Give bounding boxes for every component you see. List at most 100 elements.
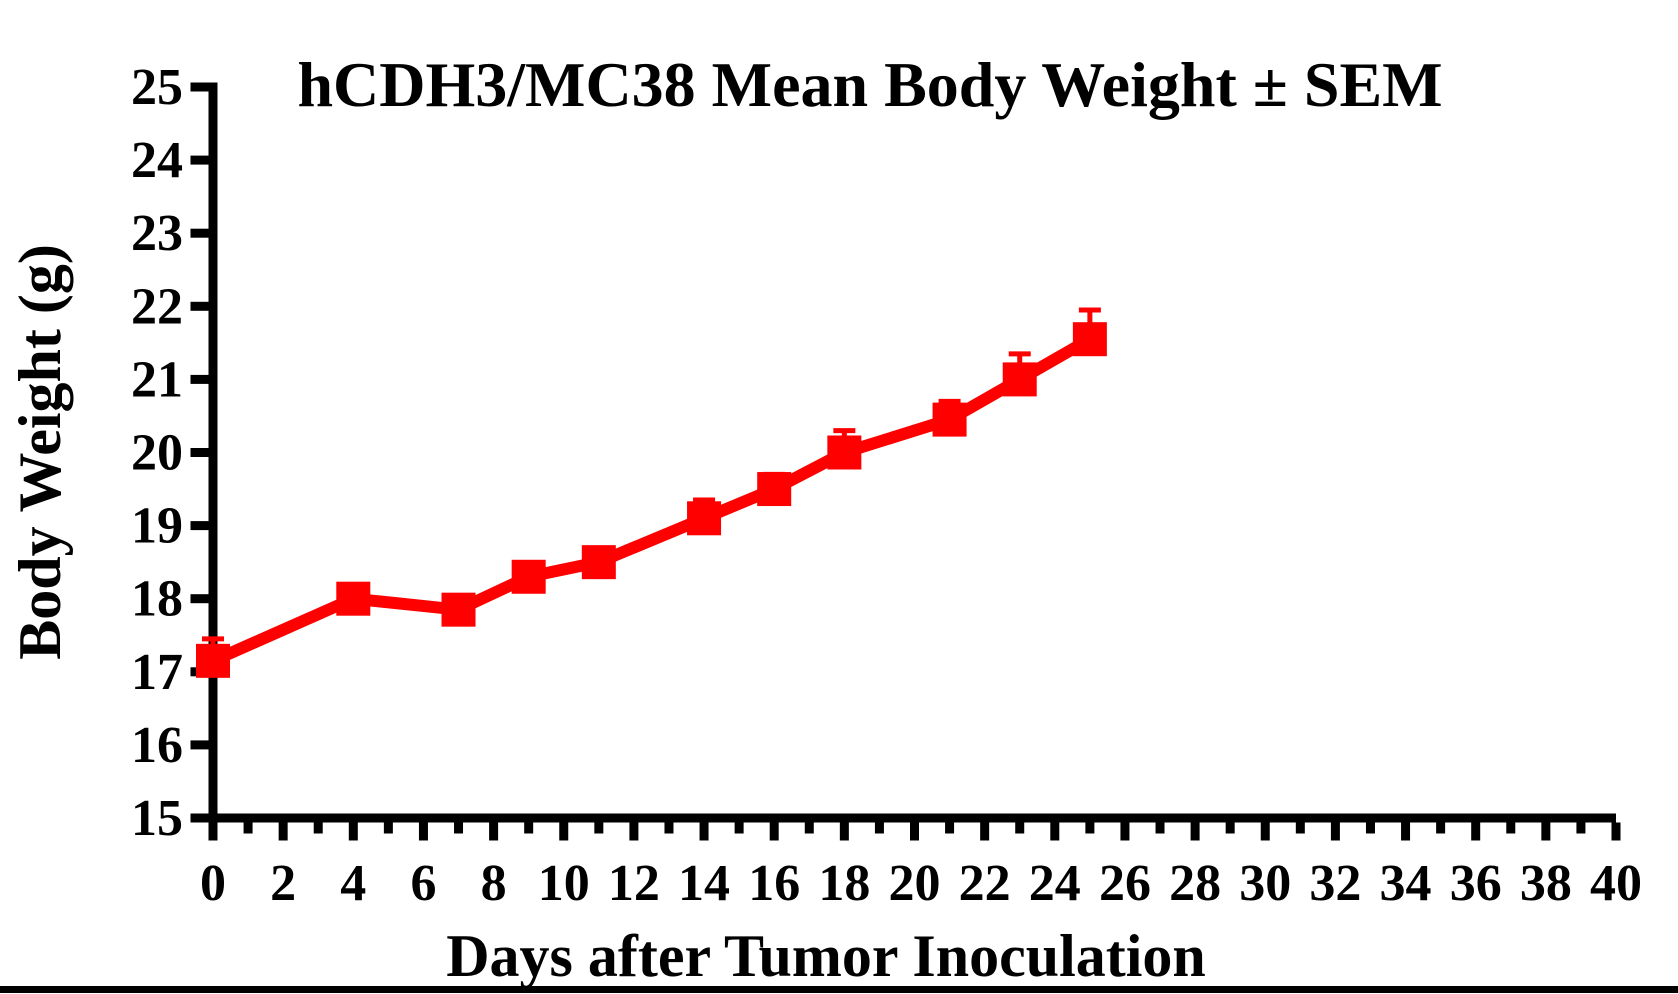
x-axis-minor-tick [594, 822, 604, 834]
data-point-marker [581, 545, 616, 580]
data-series [196, 307, 1107, 678]
x-axis-tick [1050, 822, 1060, 841]
x-axis-tick-label: 16 [748, 855, 800, 912]
x-axis-minor-tick [1225, 822, 1235, 834]
x-axis-tick-label: 4 [340, 855, 366, 912]
x-axis-tick [629, 822, 639, 841]
x-axis-tick-label: 36 [1450, 855, 1502, 912]
y-axis-tick [190, 82, 209, 92]
x-axis-tick [769, 822, 779, 841]
x-axis-tick [1260, 822, 1270, 841]
chart-title: hCDH3/MC38 Mean Body Weight ± SEM [297, 49, 1442, 120]
y-axis-tick-label: 18 [131, 571, 183, 628]
data-point-marker [757, 472, 792, 507]
x-axis-minor-tick [1085, 822, 1095, 834]
data-point-marker [336, 581, 371, 616]
x-axis-minor-tick [313, 822, 323, 834]
x-axis-tick-label: 18 [818, 855, 870, 912]
x-axis-tick [1190, 822, 1200, 841]
data-point-marker [687, 501, 722, 536]
y-axis-tick-label: 22 [131, 278, 183, 335]
x-axis-tick [1611, 822, 1621, 841]
x-axis-minor-tick [1436, 822, 1446, 834]
y-axis-label: Body Weight (g) [7, 244, 73, 660]
x-axis-minor-tick [1295, 822, 1305, 834]
x-axis-tick [489, 822, 499, 841]
x-axis-tick-label: 26 [1099, 855, 1151, 912]
y-axis-line [208, 82, 218, 823]
x-axis-tick [418, 822, 428, 841]
y-axis-tick-label: 15 [131, 790, 183, 847]
axes: 15 16 17 18 19 20 21 22 23 24 25 0 2 4 6 8 10 12 14 16 18 20 2… [131, 59, 1642, 912]
x-axis-minor-tick [945, 822, 955, 834]
y-axis-tick [190, 374, 209, 384]
bottom-bar [0, 986, 1678, 993]
x-axis-tick-label: 10 [538, 855, 590, 912]
x-axis-tick [1471, 822, 1481, 841]
x-axis-minor-tick [874, 822, 884, 834]
x-axis-minor-tick [243, 822, 253, 834]
data-point-marker [196, 643, 230, 678]
data-point-marker [511, 559, 546, 594]
x-axis-tick [1330, 822, 1340, 841]
x-axis-minor-tick [1155, 822, 1165, 834]
x-axis-tick [699, 822, 709, 841]
x-axis-tick [980, 822, 990, 841]
y-axis-tick [190, 448, 209, 457]
x-axis-tick [1120, 822, 1130, 841]
y-axis-tick [190, 813, 209, 823]
x-axis-tick-label: 30 [1239, 855, 1291, 912]
y-axis-tick-label: 24 [131, 132, 183, 189]
x-axis-tick [1401, 822, 1411, 841]
x-axis-minor-tick [734, 822, 744, 834]
x-axis-tick-label: 28 [1169, 855, 1221, 912]
x-axis-tick-label: 24 [1029, 855, 1081, 912]
x-axis-minor-tick [383, 822, 393, 834]
y-axis-tick [190, 521, 209, 531]
x-axis-tick-label: 20 [889, 855, 941, 912]
x-axis-minor-tick [524, 822, 534, 834]
x-axis-minor-tick [1365, 822, 1375, 834]
x-axis-line [208, 813, 1616, 823]
x-axis-tick-label: 34 [1380, 855, 1432, 912]
y-axis-tick-label: 25 [131, 59, 183, 116]
x-axis-tick [278, 822, 288, 841]
x-axis-label: Days after Tumor Inoculation [446, 923, 1206, 989]
y-axis-tick-label: 19 [131, 498, 183, 555]
x-axis-minor-tick [1015, 822, 1025, 834]
x-axis-tick-label: 6 [410, 855, 436, 912]
data-point-marker [827, 435, 862, 470]
y-axis-tick [190, 155, 209, 165]
data-point-marker [441, 592, 476, 627]
x-axis-tick-label: 8 [481, 855, 507, 912]
x-axis-tick-label: 40 [1590, 855, 1642, 912]
x-axis-minor-tick [1576, 822, 1586, 834]
y-axis-tick [190, 228, 209, 238]
x-axis-minor-tick [1506, 822, 1516, 834]
x-axis-minor-tick [454, 822, 464, 834]
y-axis-tick-label: 16 [131, 717, 183, 774]
data-point-marker [932, 402, 967, 437]
x-axis-tick-label: 14 [678, 855, 730, 912]
x-axis-tick [559, 822, 569, 841]
x-axis-minor-tick [664, 822, 674, 834]
x-axis-tick-label: 22 [959, 855, 1011, 912]
x-axis-tick-label: 38 [1520, 855, 1572, 912]
x-axis-tick [910, 822, 919, 841]
y-axis-tick-label: 21 [131, 351, 183, 408]
x-axis-tick-label: 0 [200, 855, 226, 912]
y-axis-tick [190, 740, 209, 750]
x-axis-tick-label: 12 [608, 855, 660, 912]
x-axis-tick [208, 822, 218, 841]
x-axis-tick [1541, 822, 1551, 841]
y-axis-tick-label: 23 [131, 205, 183, 262]
y-axis-tick [190, 301, 209, 311]
x-axis-tick-label: 32 [1309, 855, 1361, 912]
data-point-marker [1002, 362, 1037, 397]
y-axis-tick-label: 20 [131, 425, 183, 482]
x-axis-tick [348, 822, 358, 841]
x-axis-tick [839, 822, 849, 841]
y-axis-tick-label: 17 [131, 644, 183, 701]
